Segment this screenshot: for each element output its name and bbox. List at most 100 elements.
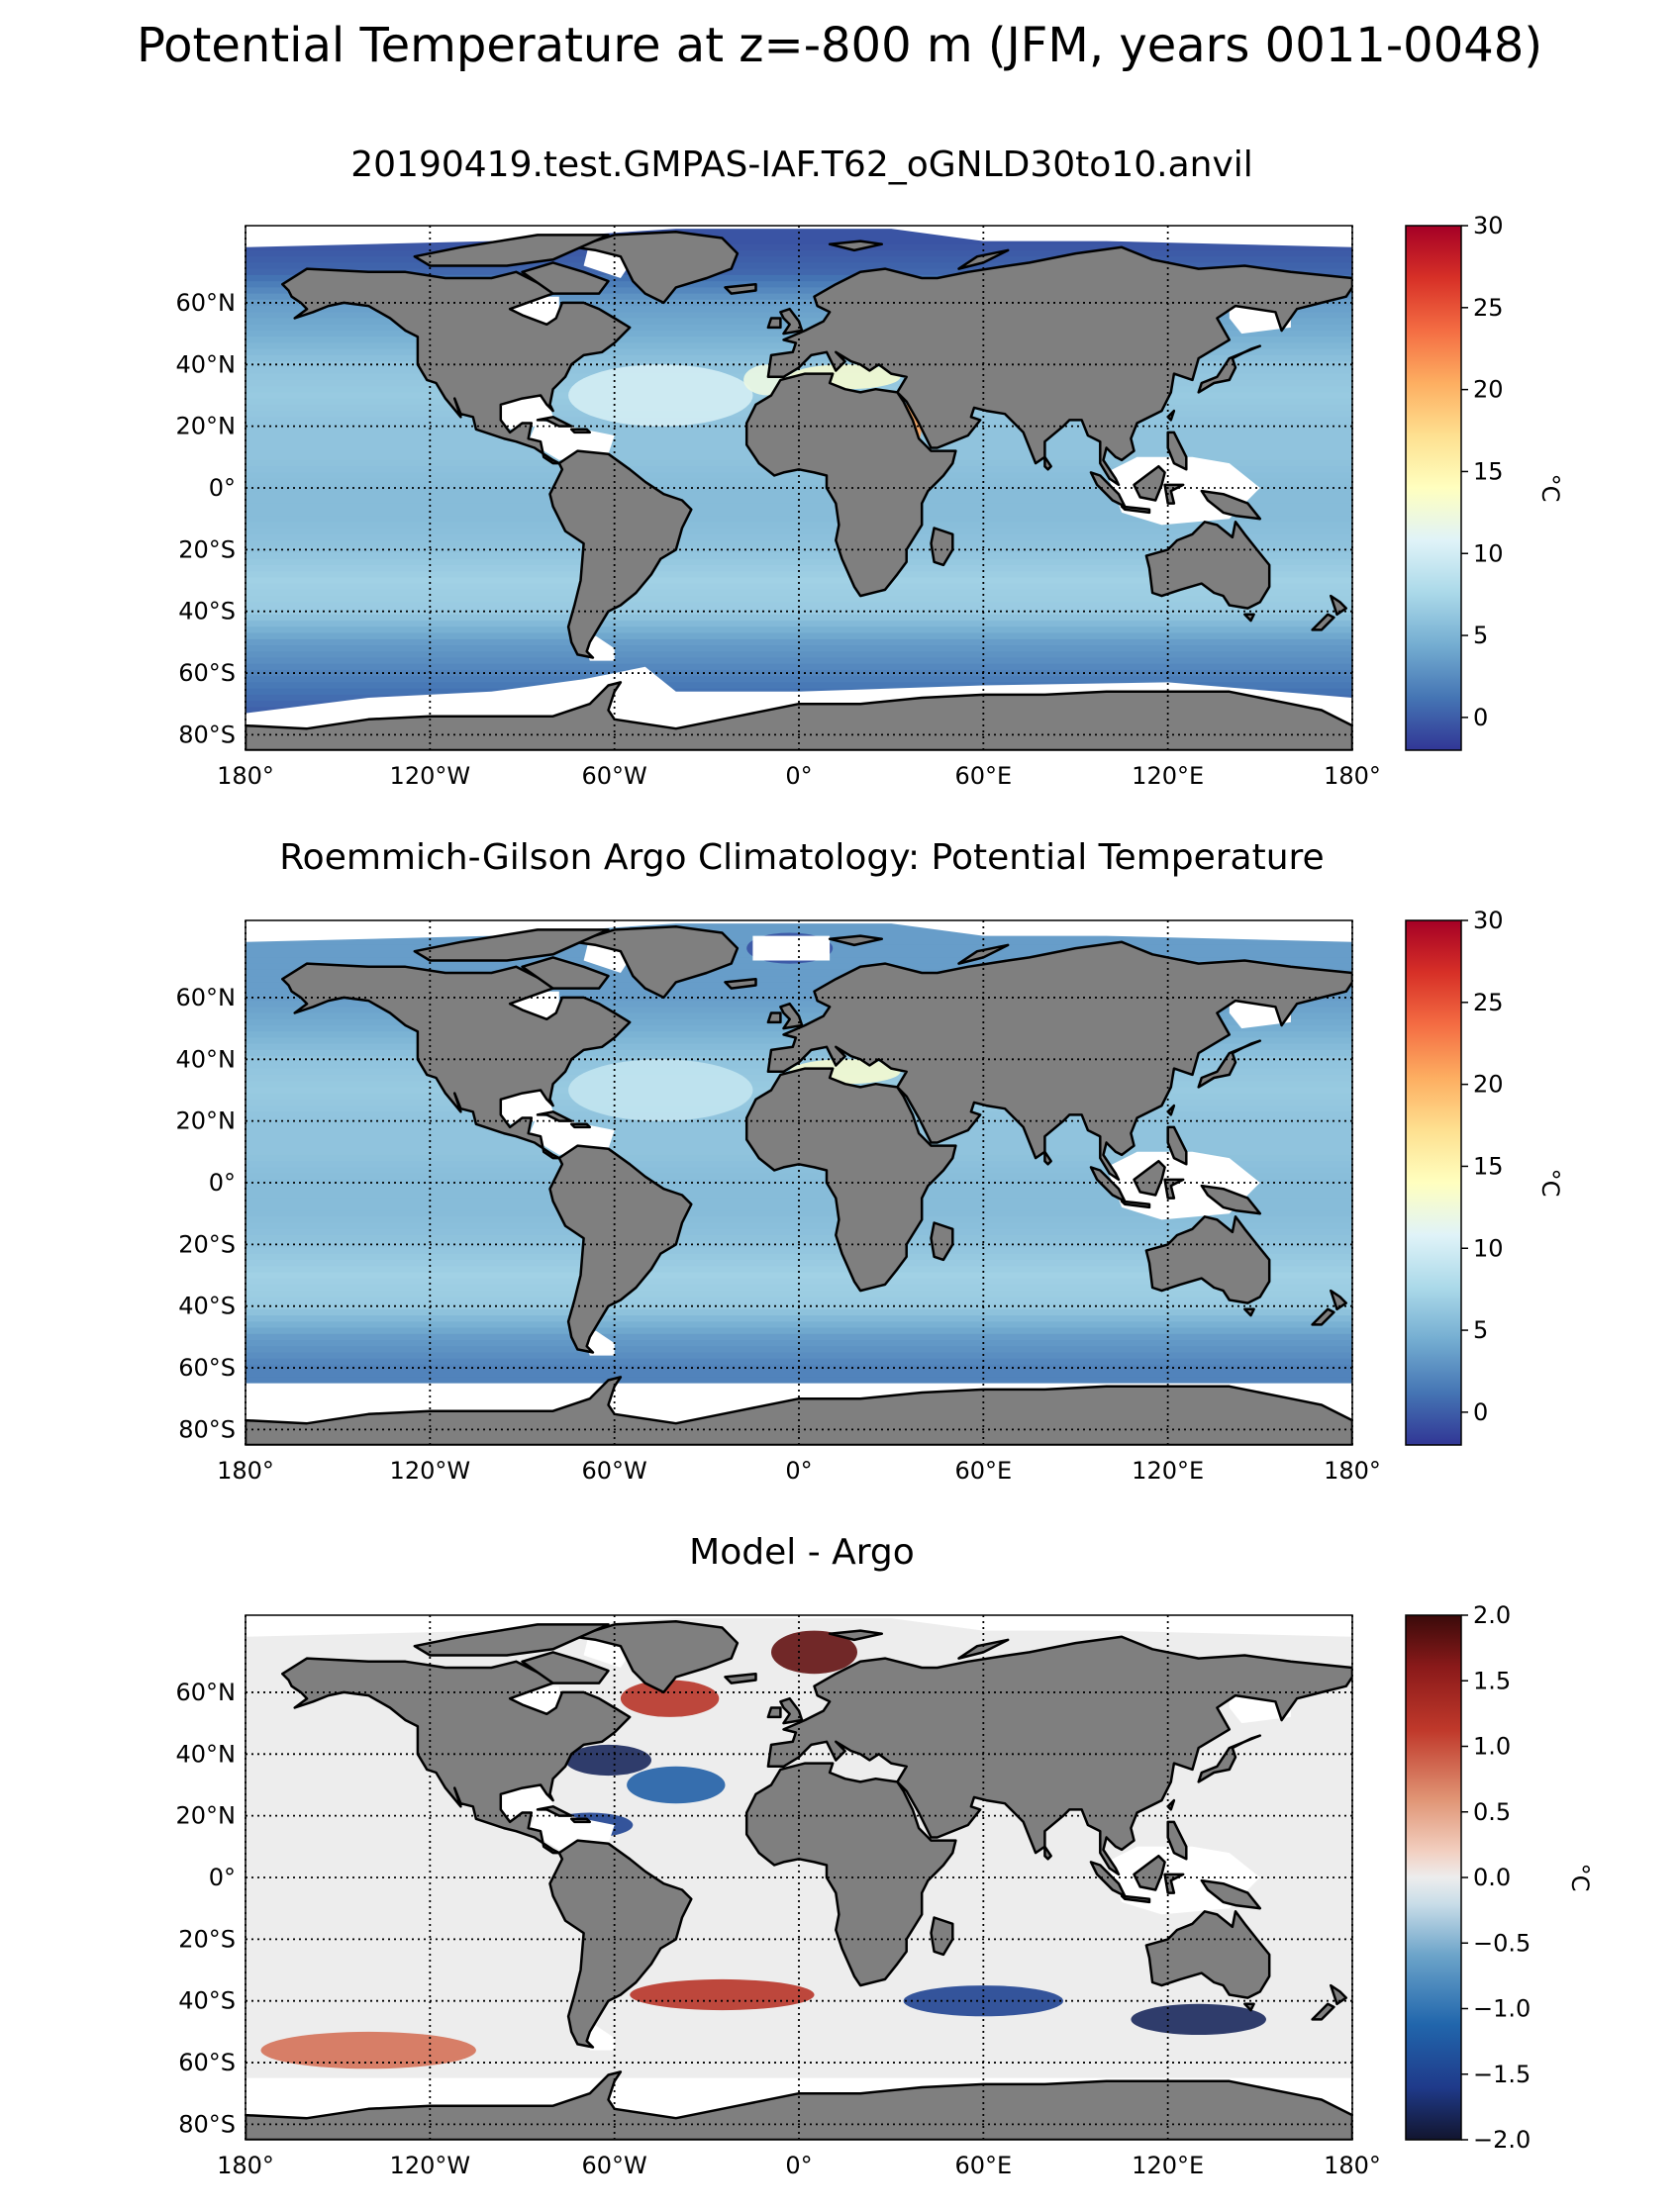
zonal-band [246,589,1352,597]
land-kamchatka-isl [1243,1039,1262,1049]
land-madagascar [930,1916,954,1957]
land-north-america [281,1657,632,1855]
land-antarctica [246,1376,1352,1445]
zonal-band [246,969,1352,977]
land-hispaniola [569,428,592,434]
land-borneo [1133,1854,1166,1891]
land-hispaniola [569,1817,592,1824]
panel-model: 20190419.test.GMPAS-IAF.T62_oGNLD30to10.… [176,144,1565,790]
y-tick-label: 40°N [176,1045,237,1073]
land-iceland [724,1672,757,1684]
map-area: 180° 120°W 60°W 0° 60°E 120°E 180° 60°N 40°N 20°N… [176,1614,1381,2179]
x-tick-label: 120°E [1132,762,1204,790]
zonal-band [246,1272,1352,1280]
zonal-band [246,976,1352,983]
y-tick-label: 0° [209,1169,236,1197]
zonal-band [246,1216,1352,1224]
colorbar-tick-label: 5 [1473,1316,1488,1344]
colorbar-tick-label: 1.0 [1473,1733,1511,1761]
y-tick-label: 0° [209,474,236,502]
zonal-band [246,1278,1352,1286]
land-japan [1197,1740,1246,1783]
y-tick-label: 60°S [178,2049,236,2076]
y-tick-label: 40°S [178,1293,236,1320]
feature-labrador-irminger [620,1680,720,1717]
zonal-band [246,602,1352,610]
colorbar: 2.0 1.5 1.0 0.5 0.0 −0.5 −1.0 −1.5 −2.0 °C [1405,1601,1594,2154]
colorbar-label: °C [1536,1169,1564,1198]
missing-data-region [528,1809,615,1850]
land-baffin [521,261,610,295]
colorbar-tick-label: −0.5 [1473,1929,1531,1957]
land-north-america [281,962,632,1160]
colorbar-tick-label: 0.5 [1473,1798,1511,1826]
land-sri-lanka [1043,455,1052,471]
zonal-band [246,1203,1352,1211]
colorbar-tick-label: 5 [1473,622,1488,649]
zonal-band [246,262,1352,270]
feature-north-atlantic-subtropics [568,364,753,427]
land-north-america [281,267,632,465]
y-tick-label: 80°S [178,1415,236,1443]
land-new-zealand-n [1330,1289,1348,1311]
zonal-band [246,522,1352,529]
land-new-zealand-n [1330,594,1348,617]
zonal-band [246,256,1352,263]
zonal-band [246,1371,1352,1378]
land-south-america [548,449,693,659]
land-new-guinea [1200,489,1262,521]
land-novaya [957,1638,1010,1660]
panel-title: Model - Argo [689,1532,915,1573]
colorbar-tick-label: 2.0 [1473,1601,1511,1629]
land-new-guinea [1200,1184,1262,1215]
y-tick-label: 20°N [176,1802,237,1830]
map-frame [245,1614,1353,2141]
land-ireland [766,317,782,330]
land-japan [1197,1045,1246,1089]
land-tasmania [1243,1307,1255,1317]
land-new-zealand-n [1330,1983,1348,2006]
zonal-band [246,1222,1352,1230]
map-area: 180° 120°W 60°W 0° 60°E 120°E 180° 60°N 40°N 20°N… [176,919,1381,1485]
land-south-america [548,1144,693,1354]
zonal-band [246,571,1352,578]
zonal-band [246,1235,1352,1242]
zonal-band [246,1291,1352,1298]
zonal-band [246,1266,1352,1273]
land-kamchatka-isl [1243,1734,1262,1744]
x-tick-label: 180° [1324,762,1381,790]
colorbar-tick-label: 0.0 [1473,1864,1511,1891]
land-new-zealand-s [1311,613,1335,631]
missing-data-region [752,935,831,961]
colorbar-tick-label: −1.5 [1473,2061,1531,2088]
zonal-band [246,540,1352,547]
y-tick-label: 20°S [178,1230,236,1258]
land-arctic-islands [413,1623,610,1657]
zonal-band [246,249,1352,257]
zonal-band [246,1247,1352,1255]
feature-southern-ocean-pacific [260,2031,476,2069]
x-tick-label: 180° [217,1457,274,1485]
feature-nordic-seas [771,1630,857,1675]
y-tick-label: 60°S [178,659,236,687]
colorbar-tick-label: −2.0 [1473,2126,1531,2154]
land-java [1120,505,1151,515]
colorbar-tick-label: 10 [1473,1234,1504,1262]
y-tick-label: 80°S [178,721,236,748]
colorbar-tick-label: 20 [1473,1071,1504,1099]
colorbar-tick-label: 0 [1473,704,1488,731]
land-arctic-islands [413,928,610,962]
x-tick-label: 0° [785,1457,812,1485]
feature-south-atlantic [630,1978,815,2011]
colorbar-tick-label: 20 [1473,376,1504,404]
y-tick-label: 20°S [178,535,236,563]
missing-data-region [246,1615,1352,1637]
x-tick-label: 180° [1324,1457,1381,1485]
land-hispaniola [569,1122,592,1129]
land-svalbard [828,1629,884,1642]
zonal-band [246,1377,1352,1385]
land-java [1120,1200,1151,1209]
zonal-band [246,509,1352,517]
land-british-isles [779,307,804,336]
land-taiwan [1166,1104,1176,1116]
